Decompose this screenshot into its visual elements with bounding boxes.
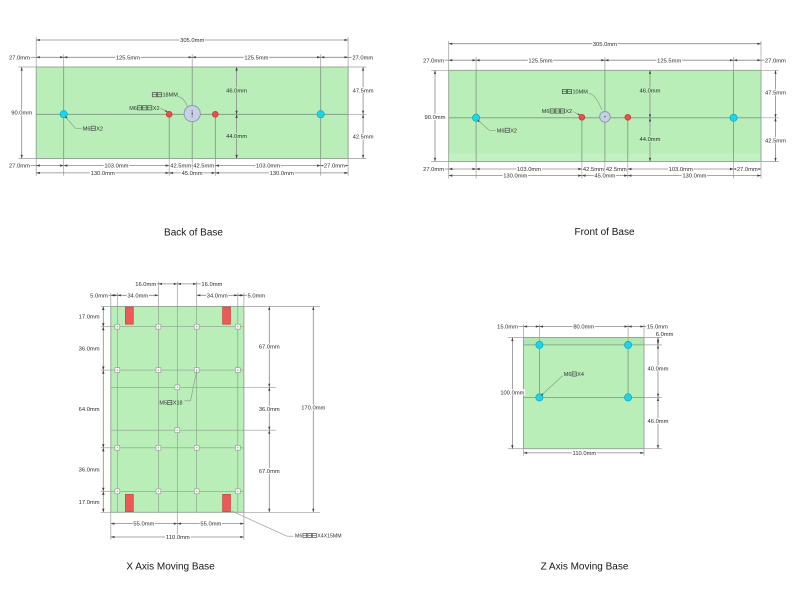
svg-text:X18: X18 bbox=[173, 401, 183, 407]
svg-text:46.0mm: 46.0mm bbox=[226, 88, 247, 94]
svg-text:67.0mm: 67.0mm bbox=[259, 469, 280, 475]
svg-text:X Axis Moving Base: X Axis Moving Base bbox=[126, 562, 215, 573]
svg-text:27.0mm: 27.0mm bbox=[423, 167, 444, 173]
svg-text:17.0mm: 17.0mm bbox=[79, 500, 100, 506]
svg-text:X4: X4 bbox=[577, 372, 584, 378]
svg-text:M6: M6 bbox=[129, 106, 137, 112]
svg-text:5.0mm: 5.0mm bbox=[90, 293, 108, 299]
svg-text:110.0mm: 110.0mm bbox=[573, 451, 597, 457]
svg-text:27.0mm: 27.0mm bbox=[737, 167, 758, 173]
svg-text:27.0mm: 27.0mm bbox=[324, 164, 345, 170]
svg-text:46.0mm: 46.0mm bbox=[640, 89, 661, 95]
svg-text:130.0mm: 130.0mm bbox=[270, 171, 294, 177]
svg-text:47.5mm: 47.5mm bbox=[353, 88, 374, 94]
svg-text:44.0mm: 44.0mm bbox=[226, 134, 247, 140]
svg-text:42.5mm: 42.5mm bbox=[765, 138, 786, 144]
svg-text:M6: M6 bbox=[83, 126, 91, 132]
svg-text:305.0mm: 305.0mm bbox=[180, 38, 204, 44]
svg-text:42.5mm: 42.5mm bbox=[170, 164, 191, 170]
svg-text:130.0mm: 130.0mm bbox=[682, 174, 706, 180]
svg-text:46.0mm: 46.0mm bbox=[648, 419, 669, 425]
svg-text:X2: X2 bbox=[96, 126, 103, 132]
svg-text:80.0mm: 80.0mm bbox=[573, 325, 594, 331]
svg-text:103.0mm: 103.0mm bbox=[104, 164, 128, 170]
svg-text:34.0mm: 34.0mm bbox=[127, 293, 148, 299]
svg-text:42.5mm: 42.5mm bbox=[353, 135, 374, 141]
svg-text:305.0mm: 305.0mm bbox=[593, 42, 617, 48]
svg-text:34.0mm: 34.0mm bbox=[207, 293, 228, 299]
svg-text:18MM: 18MM bbox=[163, 93, 179, 99]
svg-text:125.5mm: 125.5mm bbox=[528, 58, 552, 64]
svg-text:90.0mm: 90.0mm bbox=[425, 115, 446, 121]
svg-text:27.0mm: 27.0mm bbox=[765, 58, 786, 64]
svg-text:6.0mm: 6.0mm bbox=[656, 332, 674, 338]
svg-text:X4X15MM: X4X15MM bbox=[317, 533, 341, 539]
svg-text:X2: X2 bbox=[565, 109, 572, 115]
svg-text:55.0mm: 55.0mm bbox=[133, 522, 154, 528]
svg-text:110.0mm: 110.0mm bbox=[166, 535, 190, 541]
svg-text:M6: M6 bbox=[497, 128, 505, 134]
svg-text:16.0mm: 16.0mm bbox=[201, 282, 222, 288]
svg-text:36.0mm: 36.0mm bbox=[79, 468, 100, 474]
svg-text:47.5mm: 47.5mm bbox=[765, 91, 786, 97]
svg-text:40.0mm: 40.0mm bbox=[648, 367, 669, 373]
svg-text:Back of Base: Back of Base bbox=[164, 228, 223, 239]
svg-text:100.0mm: 100.0mm bbox=[500, 391, 524, 397]
svg-text:42.5mm: 42.5mm bbox=[606, 167, 627, 173]
svg-text:15.0mm: 15.0mm bbox=[647, 325, 668, 331]
svg-text:125.5mm: 125.5mm bbox=[116, 55, 140, 61]
svg-text:44.0mm: 44.0mm bbox=[640, 137, 661, 143]
svg-text:16.0mm: 16.0mm bbox=[135, 282, 156, 288]
svg-text:Front of Base: Front of Base bbox=[574, 227, 634, 238]
svg-text:Z Axis Moving Base: Z Axis Moving Base bbox=[541, 562, 629, 573]
svg-text:M5: M5 bbox=[159, 401, 167, 407]
svg-text:103.0mm: 103.0mm bbox=[669, 167, 693, 173]
svg-text:42.5mm: 42.5mm bbox=[583, 167, 604, 173]
svg-text:103.0mm: 103.0mm bbox=[517, 167, 541, 173]
svg-text:27.0mm: 27.0mm bbox=[423, 58, 444, 64]
svg-text:42.5mm: 42.5mm bbox=[193, 164, 214, 170]
svg-text:X2: X2 bbox=[510, 128, 517, 134]
svg-text:36.0mm: 36.0mm bbox=[79, 347, 100, 353]
svg-text:125.5mm: 125.5mm bbox=[657, 58, 681, 64]
svg-text:45.0mm: 45.0mm bbox=[594, 174, 615, 180]
svg-text:67.0mm: 67.0mm bbox=[259, 345, 280, 351]
svg-text:M6: M6 bbox=[542, 109, 550, 115]
svg-text:130.0mm: 130.0mm bbox=[91, 171, 115, 177]
svg-text:10MM: 10MM bbox=[573, 90, 589, 96]
svg-text:90.0mm: 90.0mm bbox=[11, 111, 32, 117]
svg-text:27.0mm: 27.0mm bbox=[352, 55, 373, 61]
svg-text:17.0mm: 17.0mm bbox=[79, 315, 100, 321]
svg-text:36.0mm: 36.0mm bbox=[259, 407, 280, 413]
svg-text:M6: M6 bbox=[295, 533, 302, 539]
svg-text:125.5mm: 125.5mm bbox=[244, 55, 268, 61]
svg-text:27.0mm: 27.0mm bbox=[9, 55, 30, 61]
svg-text:55.0mm: 55.0mm bbox=[200, 522, 221, 528]
svg-text:5.0mm: 5.0mm bbox=[248, 293, 266, 299]
svg-text:64.0mm: 64.0mm bbox=[79, 407, 100, 413]
svg-text:15.0mm: 15.0mm bbox=[497, 325, 518, 331]
svg-text:27.0mm: 27.0mm bbox=[9, 164, 30, 170]
svg-text:X2: X2 bbox=[153, 106, 160, 112]
svg-text:45.0mm: 45.0mm bbox=[182, 171, 203, 177]
svg-text:170.0mm: 170.0mm bbox=[301, 406, 325, 412]
svg-text:130.0mm: 130.0mm bbox=[503, 174, 527, 180]
svg-text:M6: M6 bbox=[564, 372, 572, 378]
svg-text:103.0mm: 103.0mm bbox=[256, 164, 280, 170]
